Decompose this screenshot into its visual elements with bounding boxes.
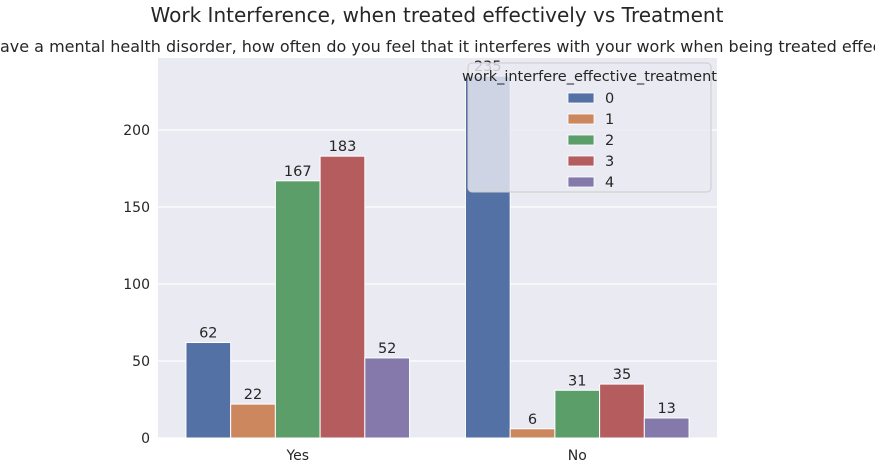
legend-swatch-2[interactable] xyxy=(567,134,595,146)
x-tick-label-no: No xyxy=(568,448,587,464)
bar-label-yes-1: 22 xyxy=(244,387,262,403)
legend-label-4[interactable]: 4 xyxy=(605,175,614,191)
bar-no-4 xyxy=(643,417,690,439)
bar-label-yes-0: 62 xyxy=(199,326,217,342)
legend[interactable]: work_interfere_effective_treatment 0 1 2 3 4 xyxy=(462,62,717,193)
y-tick-label-200: 200 xyxy=(123,123,150,139)
x-tick-label-yes: Yes xyxy=(285,448,309,464)
chart-subtitle: if you have a mental health disorder, ho… xyxy=(0,37,875,56)
bar-yes-2 xyxy=(274,180,321,439)
legend-box xyxy=(467,62,712,193)
y-tick-label-0: 0 xyxy=(141,431,150,447)
bar-yes-4 xyxy=(364,357,411,439)
bar-no-3 xyxy=(599,383,645,439)
bar-label-yes-4: 52 xyxy=(378,341,396,357)
chart-title: Work Interference, when treated effectiv… xyxy=(151,3,724,27)
legend-swatch-0[interactable] xyxy=(567,92,595,104)
legend-label-2[interactable]: 2 xyxy=(605,133,614,149)
legend-title: work_interfere_effective_treatment xyxy=(462,69,717,85)
bar-label-no-1: 6 xyxy=(528,412,537,428)
legend-label-1[interactable]: 1 xyxy=(605,112,614,128)
bar-no-2 xyxy=(554,389,601,439)
legend-label-0[interactable]: 0 xyxy=(605,91,614,107)
bars xyxy=(185,75,690,439)
y-tick-label-100: 100 xyxy=(123,277,150,293)
bar-label-no-3: 35 xyxy=(613,367,631,383)
legend-swatch-1[interactable] xyxy=(567,113,595,125)
bar-label-yes-3: 183 xyxy=(329,139,357,155)
bar-yes-1 xyxy=(230,403,276,439)
bar-label-no-2: 31 xyxy=(568,373,586,389)
bar-no-1 xyxy=(509,428,556,439)
bar-yes-3 xyxy=(319,155,366,439)
y-tick-label-150: 150 xyxy=(123,200,150,216)
legend-label-3[interactable]: 3 xyxy=(605,154,614,170)
axis-ticks: 0 50 100 150 200 Yes No xyxy=(123,123,587,464)
bar-yes-0 xyxy=(185,342,232,439)
y-tick-label-50: 50 xyxy=(132,354,150,370)
legend-swatch-3[interactable] xyxy=(567,155,595,167)
bar-label-no-4: 13 xyxy=(657,401,675,417)
legend-swatch-4[interactable] xyxy=(567,176,595,188)
bar-label-yes-2: 167 xyxy=(284,164,312,180)
